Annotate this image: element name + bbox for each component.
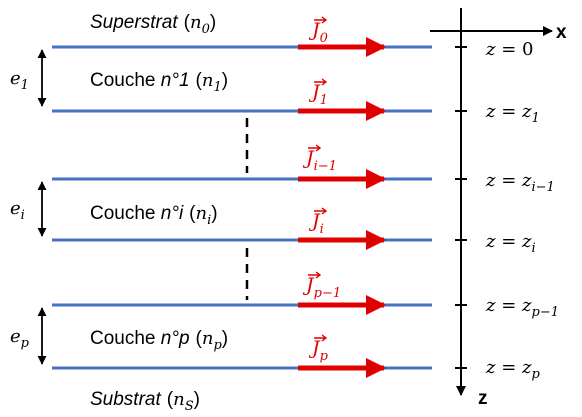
- paren-open: (: [189, 203, 196, 224]
- coordinate-axes: x z: [430, 8, 567, 409]
- pos-eq: =: [495, 231, 522, 252]
- position-label-i-1: z = zi−1: [485, 170, 555, 195]
- pos-rhs: 0: [522, 39, 533, 60]
- position-label-p: z = zp: [485, 357, 541, 382]
- pos-rhs-sub: p−1: [532, 305, 560, 320]
- pos-lhs: z: [485, 170, 496, 191]
- index-sub: i: [207, 213, 211, 228]
- paren-close: ): [211, 203, 217, 224]
- superstrat-label: Superstrat (n0): [90, 12, 216, 37]
- pos-eq: =: [495, 39, 522, 60]
- current-labels: J0 J1 Ji−1 Ji Jp−1 Jp: [302, 16, 341, 364]
- current-label-p: Jp: [308, 337, 329, 364]
- current-arrows: [298, 37, 386, 378]
- pos-rhs: z: [521, 101, 532, 122]
- position-label-0: z = 0: [485, 39, 533, 60]
- pos-rhs: z: [521, 295, 532, 316]
- pos-lhs: z: [485, 295, 496, 316]
- layer-prefix: Couche: [90, 203, 161, 224]
- layer-label-1: Couche n°1 (n1): [90, 70, 228, 95]
- current-sub: p−1: [314, 286, 342, 301]
- layer-number: n°1: [161, 70, 190, 91]
- current-sub: p: [320, 349, 329, 364]
- thickness-label-i: ei: [10, 198, 25, 223]
- thickness-symbol: e: [10, 68, 21, 89]
- current-symbol: J: [308, 19, 321, 41]
- layer-prefix: Couche: [90, 328, 161, 349]
- current-symbol: J: [308, 81, 321, 103]
- pos-eq: =: [495, 101, 522, 122]
- paren-close: ): [222, 70, 228, 91]
- paren-open: (: [196, 70, 203, 91]
- index-sub: p: [213, 338, 222, 353]
- paren-open: (: [184, 12, 191, 33]
- layer-number: n°i: [161, 203, 184, 224]
- position-label-p-1: z = zp−1: [485, 295, 559, 320]
- position-label-1: z = z1: [485, 101, 540, 126]
- paren-open: (: [196, 328, 203, 349]
- current-symbol: J: [302, 274, 315, 296]
- current-label-0: J0: [308, 19, 328, 46]
- pos-rhs-sub: i−1: [532, 180, 555, 195]
- current-sub: 1: [320, 93, 328, 108]
- x-axis-label: x: [556, 22, 567, 43]
- thickness-label-1: e1: [10, 68, 29, 93]
- current-label-i-1: Ji−1: [302, 147, 337, 174]
- pos-rhs: z: [521, 357, 532, 378]
- position-label-i: z = zi: [485, 231, 536, 256]
- thickness-sub: i: [21, 208, 25, 223]
- index-sub: S: [185, 399, 194, 414]
- pos-rhs: z: [521, 170, 532, 191]
- substrat-word: Substrat: [90, 389, 161, 410]
- pos-rhs-sub: i: [532, 241, 536, 256]
- index-symbol: n: [173, 389, 185, 410]
- pos-lhs: z: [485, 39, 496, 60]
- paren-close: ): [210, 12, 216, 33]
- index-symbol: n: [202, 328, 214, 349]
- pos-rhs: z: [521, 231, 532, 252]
- layer-prefix: Couche: [90, 70, 161, 91]
- substrat-label: Substrat (nS): [90, 389, 200, 414]
- vector-accents: [308, 16, 328, 342]
- current-sub: 0: [320, 31, 328, 46]
- index-symbol: n: [190, 12, 202, 33]
- pos-rhs-sub: 1: [532, 111, 540, 126]
- pos-rhs-sub: p: [532, 367, 541, 382]
- thickness-sub: p: [21, 336, 30, 351]
- layer-label-i: Couche n°i (ni): [90, 203, 218, 228]
- index-sub: 1: [213, 80, 221, 95]
- pos-lhs: z: [485, 101, 496, 122]
- paren-close: ): [222, 328, 228, 349]
- pos-eq: =: [495, 170, 522, 191]
- pos-lhs: z: [485, 357, 496, 378]
- index-sub: 0: [202, 22, 210, 37]
- thickness-symbol: e: [10, 326, 21, 347]
- pos-eq: =: [495, 357, 522, 378]
- thickness-symbol: e: [10, 198, 21, 219]
- current-symbol: J: [308, 337, 321, 359]
- index-symbol: n: [202, 70, 214, 91]
- thickness-label-p: ep: [10, 326, 30, 351]
- current-label-p-1: Jp−1: [302, 274, 341, 301]
- current-symbol: J: [308, 210, 321, 232]
- current-sub: i−1: [314, 159, 337, 174]
- paren-close: ): [194, 389, 200, 410]
- current-label-1: J1: [308, 81, 328, 108]
- layer-label-p: Couche n°p (np): [90, 328, 228, 353]
- paren-open: (: [167, 389, 174, 410]
- current-label-i: Ji: [308, 210, 324, 237]
- layer-number: n°p: [161, 328, 190, 349]
- z-axis-label: z: [478, 388, 488, 409]
- current-sub: i: [320, 222, 324, 237]
- pos-eq: =: [495, 295, 522, 316]
- pos-lhs: z: [485, 231, 496, 252]
- z-ticks: [455, 46, 467, 369]
- thickness-sub: 1: [21, 78, 29, 93]
- index-symbol: n: [196, 203, 208, 224]
- current-symbol: J: [302, 147, 315, 169]
- superstrat-word: Superstrat: [90, 12, 178, 33]
